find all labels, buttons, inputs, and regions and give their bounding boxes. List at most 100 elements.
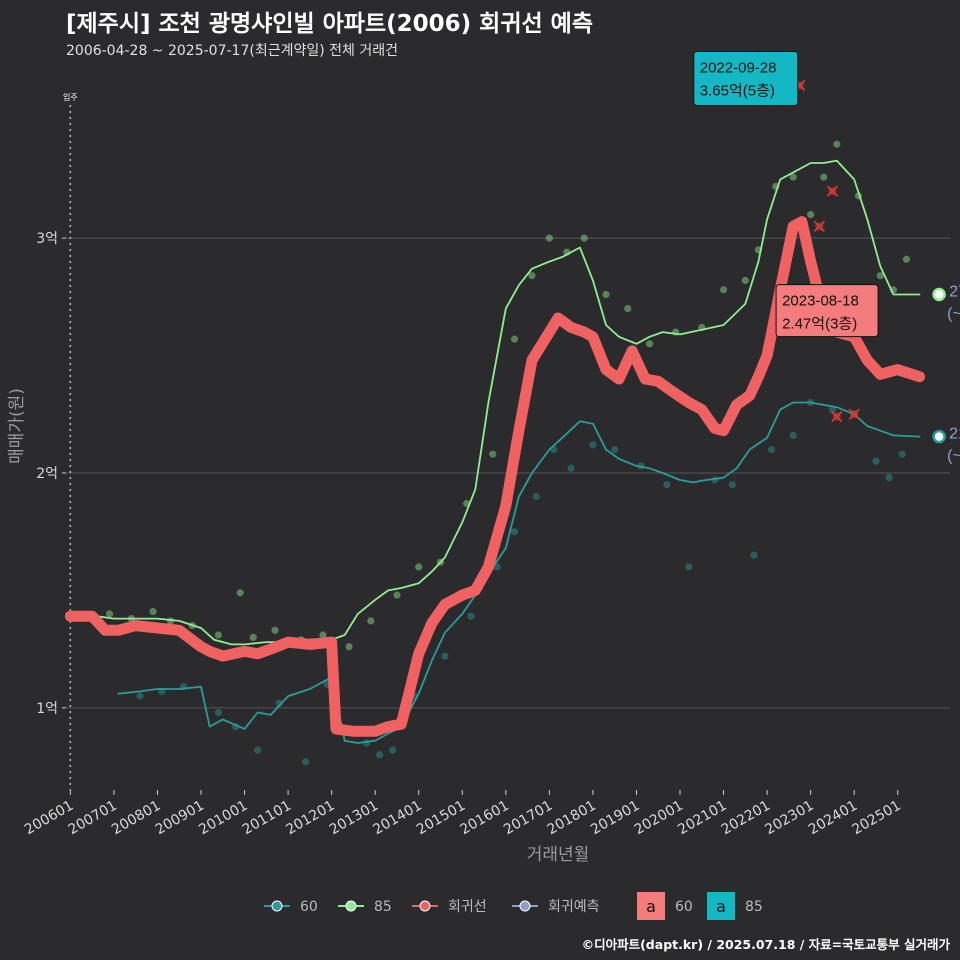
move-in-label: 입주 bbox=[63, 93, 78, 102]
legend-dot bbox=[271, 900, 283, 912]
x-axis-title: 거래년월 bbox=[527, 845, 590, 865]
price-annotation-date: 2022-09-28 bbox=[700, 59, 777, 76]
legend-box-glyph: a bbox=[716, 897, 726, 916]
price-annotation-box bbox=[693, 50, 799, 106]
scatter-point-s85 bbox=[602, 290, 610, 299]
cancelled-deal-cross bbox=[848, 408, 860, 420]
legend-box-item-annotation_red: a 60 bbox=[637, 892, 693, 920]
legend-label: 회귀예측 bbox=[548, 899, 600, 915]
cancelled-deal-cross bbox=[813, 220, 825, 233]
scatter-point-s85 bbox=[105, 610, 114, 618]
legend-item-prediction: 회귀예측 bbox=[512, 899, 600, 915]
x-tick-label: 202301 bbox=[762, 798, 816, 839]
scatter-point-s85 bbox=[580, 234, 588, 242]
marker-layer bbox=[794, 79, 860, 423]
price-annotation-price: 3.65억(5층) bbox=[700, 82, 775, 99]
scatter-point-s85 bbox=[415, 563, 423, 571]
scatter-point-s60 bbox=[567, 464, 575, 472]
end-point-layer: 27,557 (~85㎡) 21,523 (~60㎡) bbox=[932, 283, 960, 465]
scatter-point-s60 bbox=[136, 692, 144, 700]
x-tick-label: 200901 bbox=[153, 798, 207, 839]
scatter-point-s60 bbox=[589, 441, 597, 449]
cancelled-deal-marker bbox=[813, 220, 825, 233]
x-tick-label: 201001 bbox=[196, 798, 250, 839]
end-point-size: (~60㎡) bbox=[947, 447, 960, 465]
legend-box-glyph: a bbox=[646, 897, 656, 916]
x-tick-label: 202201 bbox=[719, 798, 773, 839]
line-layer bbox=[64, 159, 925, 744]
legend-box bbox=[707, 892, 735, 920]
scatter-point-s85 bbox=[489, 450, 497, 458]
cancelled-deal-marker bbox=[826, 185, 839, 197]
x-tick-label: 201101 bbox=[240, 798, 294, 839]
scatter-point-s60 bbox=[441, 652, 449, 660]
chart-title: [제주시] 조천 광명샤인빌 아파트(2006) 회귀선 예측 bbox=[66, 11, 593, 37]
scatter-point-s85 bbox=[214, 631, 223, 639]
scatter-point-s85 bbox=[624, 304, 632, 313]
scatter-point-s60 bbox=[611, 445, 619, 454]
legend-label: 회귀선 bbox=[448, 899, 487, 915]
cancelled-deal-cross bbox=[831, 410, 843, 423]
legend-label: 85 bbox=[374, 899, 392, 915]
scatter-point-s85 bbox=[741, 276, 749, 284]
legend-box-label: 60 bbox=[675, 899, 693, 915]
x-tick-label: 201401 bbox=[370, 798, 424, 839]
price-annotation-date: 2023-08-18 bbox=[782, 293, 859, 310]
scatter-point-s60 bbox=[389, 746, 397, 754]
x-tick-label: 202401 bbox=[806, 798, 860, 839]
y-tick-label: 1억 bbox=[36, 701, 58, 717]
legend-dot bbox=[345, 900, 357, 912]
y-axis-title: 매매가(원) bbox=[7, 388, 27, 464]
price-annotation: 2022-09-28 3.65억(5층) bbox=[693, 50, 799, 106]
x-tick-label: 201201 bbox=[283, 798, 337, 839]
scatter-point-s85 bbox=[719, 286, 728, 294]
y-tick-label: 3억 bbox=[36, 231, 58, 247]
footer-credit: ©디아파트(dapt.kr) / 2025.07.18 / 자료=국토교통부 실… bbox=[581, 937, 950, 952]
cancelled-deal-marker bbox=[831, 410, 843, 423]
x-tick-label: 201601 bbox=[458, 798, 512, 839]
scatter-point-s85 bbox=[345, 643, 353, 651]
legend-dot bbox=[419, 900, 431, 912]
legend-label: 60 bbox=[300, 899, 318, 915]
legend: 60 85 회귀선 회귀예측 a 60 a 85 bbox=[264, 892, 763, 920]
cancelled-deal-marker bbox=[848, 408, 860, 420]
x-tick-label: 201901 bbox=[588, 798, 642, 839]
scatter-point-s60 bbox=[214, 708, 223, 717]
end-point-value: 27,557 bbox=[949, 283, 960, 300]
scatter-point-s60 bbox=[275, 699, 283, 707]
scatter-point-s85 bbox=[510, 335, 519, 343]
legend-box-label: 85 bbox=[745, 899, 763, 915]
end-point-s60 bbox=[932, 429, 946, 444]
scatter-point-s60 bbox=[767, 445, 776, 454]
scatter-point-s85 bbox=[319, 631, 327, 639]
scatter-point-s85 bbox=[902, 255, 911, 263]
scatter-point-s60 bbox=[750, 551, 758, 559]
cancelled-deal-cross bbox=[826, 185, 839, 197]
y-tick-label: 2억 bbox=[36, 466, 58, 482]
end-point-value: 21,523 bbox=[949, 426, 960, 443]
scatter-point-s85 bbox=[545, 234, 553, 242]
scatter-point-s60 bbox=[467, 612, 475, 620]
series-line-s60 bbox=[117, 401, 921, 744]
legend-item-s85: 85 bbox=[338, 899, 392, 915]
x-tick-label: 202101 bbox=[675, 798, 729, 839]
scatter-point-s85 bbox=[833, 140, 841, 148]
scatter-point-s60 bbox=[685, 563, 693, 571]
move-in-line-layer: 입주 bbox=[63, 93, 78, 790]
scatter-point-s85 bbox=[789, 173, 797, 181]
scatter-point-s85 bbox=[528, 272, 536, 280]
x-tick-label: 200601 bbox=[22, 798, 76, 839]
legend-dot bbox=[519, 900, 531, 912]
price-annotation-price: 2.47억(3층) bbox=[782, 316, 857, 333]
scatter-point-s60 bbox=[728, 481, 736, 489]
legend-box-item-annotation_teal: a 85 bbox=[707, 892, 763, 920]
x-tick-label: 202001 bbox=[632, 798, 686, 839]
series-line-s85 bbox=[69, 159, 921, 646]
scatter-point-s60 bbox=[663, 481, 671, 489]
annotation-layer: 2022-09-28 3.65억(5층) 2023-08-18 2.47억(3층) bbox=[693, 50, 879, 338]
x-tick-label: 201801 bbox=[545, 798, 599, 839]
scatter-point-s60 bbox=[885, 474, 893, 482]
scatter-point-s60 bbox=[872, 457, 880, 465]
legend-item-s60: 60 bbox=[264, 899, 318, 915]
